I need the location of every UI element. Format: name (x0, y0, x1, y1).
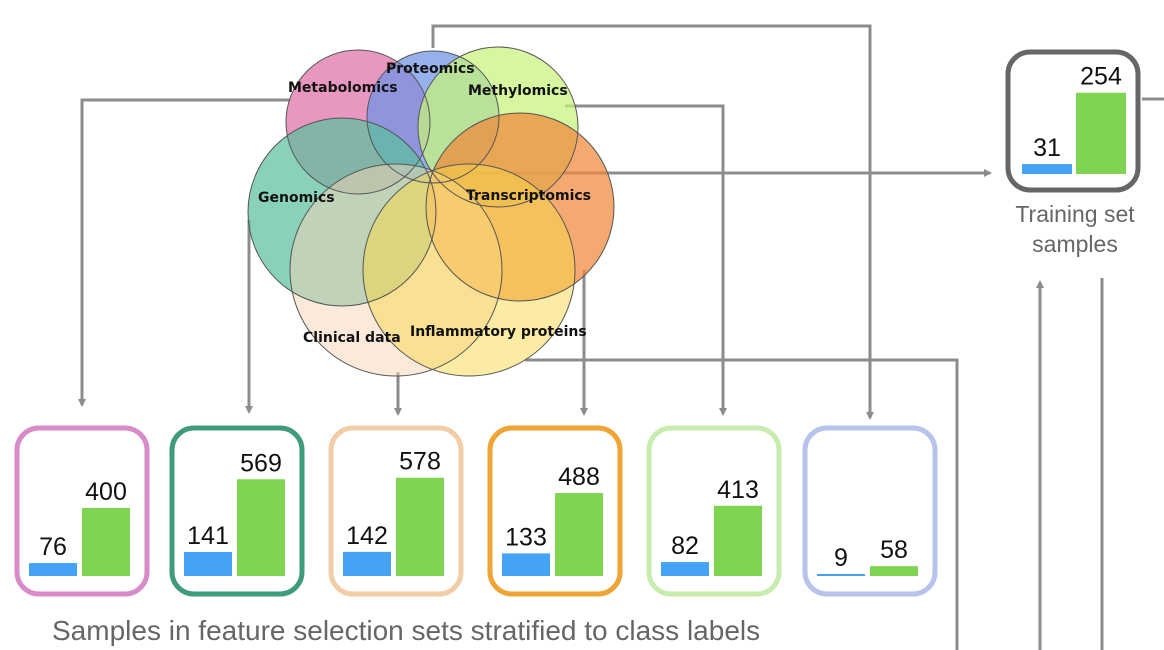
class1-bar (396, 477, 444, 576)
venn-label-transcriptomics: Transcriptomics (466, 188, 591, 204)
class0-bar (502, 553, 550, 576)
venn-label-methylomics: Methylomics (468, 83, 568, 99)
arrow-metabolomics (78, 98, 290, 407)
class1-bar (870, 566, 918, 576)
class1-count: 413 (717, 476, 759, 504)
feature-selection-sample-boxes: 76 400 141 569 142 578 133 488 82 413 9 58 (14, 425, 938, 597)
class0-count: 31 (1033, 134, 1061, 162)
sample-box-3: 133 488 (487, 425, 623, 597)
sample-box-0: 76 400 (14, 425, 150, 597)
class0-count: 142 (346, 522, 388, 550)
venn-diagram: Metabolomics Proteomics Methylomics Geno… (247, 46, 615, 377)
class1-count: 569 (240, 449, 282, 477)
venn-circle-inflammatory (363, 164, 575, 376)
class1-count: 58 (880, 536, 908, 564)
class1-bar (237, 479, 285, 576)
arrow-methylomics (565, 104, 727, 416)
venn-label-proteomics: Proteomics (386, 61, 475, 77)
venn-label-inflammatory: Inflammatory proteins (410, 324, 587, 340)
training-set-box: 31 254 (1005, 49, 1141, 193)
class0-bar (817, 574, 865, 576)
class0-bar (1022, 164, 1072, 174)
class1-bar (1076, 92, 1126, 174)
class0-bar (184, 552, 232, 576)
class1-count: 578 (399, 448, 441, 476)
sample-box-frame (802, 425, 938, 597)
class0-bar (29, 563, 77, 576)
sample-box-training: 31 254 (1005, 49, 1141, 193)
class0-count: 133 (505, 523, 547, 551)
class0-count: 82 (671, 532, 699, 560)
sample-box-4: 82 413 (646, 425, 782, 597)
venn-label-genomics: Genomics (258, 190, 335, 206)
sample-box-2: 142 578 (328, 425, 464, 597)
class0-bar (343, 551, 391, 576)
training-caption-line1: Training set (1015, 201, 1135, 227)
line-inflammatory-down (525, 358, 959, 650)
venn-label-metabolomics: Metabolomics (288, 80, 398, 96)
sample-box-1: 141 569 (169, 425, 305, 597)
venn-label-clinical: Clinical data (303, 330, 401, 346)
training-caption-line2: samples (1032, 231, 1118, 257)
sample-box-5: 9 58 (802, 425, 938, 597)
class1-bar (82, 508, 130, 576)
class0-count: 141 (187, 522, 229, 550)
arrow-proteomics (431, 24, 874, 420)
class1-bar (555, 493, 603, 576)
class1-bar (714, 505, 762, 576)
feature-selection-caption: Samples in feature selection sets strati… (52, 615, 760, 646)
class1-count: 400 (85, 478, 127, 506)
class1-count: 488 (558, 463, 600, 491)
class0-bar (661, 562, 709, 576)
class0-count: 9 (834, 544, 848, 572)
class0-count: 76 (39, 533, 67, 561)
class1-count: 254 (1080, 63, 1122, 91)
